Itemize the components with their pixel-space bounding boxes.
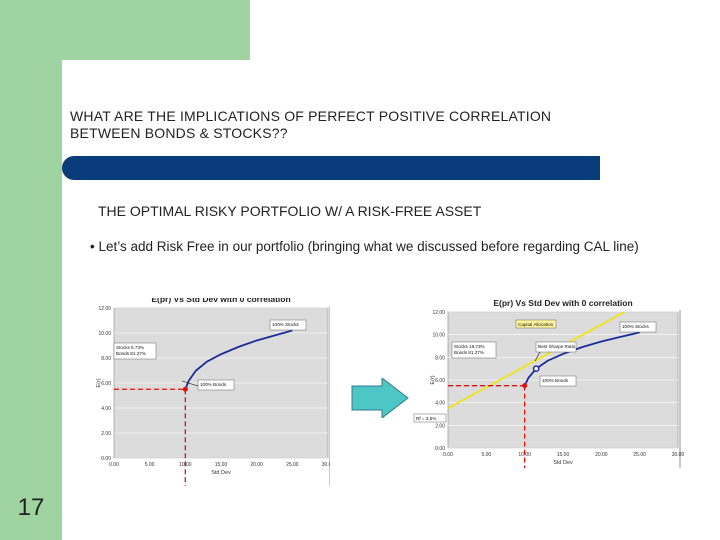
- min-variance-point: [522, 383, 528, 389]
- chart-left: E(pr) Vs Std Dev with 0 correlation 0.00 2…: [80, 294, 334, 488]
- slide-title-line2: BETWEEN BONDS & STOCKS??: [70, 125, 288, 141]
- page-number: 17: [17, 494, 45, 521]
- x-tick-label: 25.00: [633, 452, 646, 458]
- x-tick-label: 20.00: [250, 462, 263, 468]
- bullet-text: Let’s add Risk Free in our portfolio (br…: [98, 239, 639, 254]
- annotation-pointer: [534, 351, 541, 362]
- annotation-box: [539, 375, 577, 387]
- y-tick-label: 0.00: [435, 446, 445, 452]
- y-axis-label: E(r): [96, 378, 102, 387]
- chart-left-svg: E(pr) Vs Std Dev with 0 correlation 0.00 2…: [80, 294, 334, 488]
- cal-line: [447, 311, 625, 410]
- x-tick-label: 15.00: [557, 452, 570, 458]
- title-divider-bar: [62, 156, 600, 180]
- x-tick-label: 20.00: [595, 452, 608, 458]
- annotation-label: Stocks 18.73%: [454, 344, 485, 349]
- x-tick-label: 15.00: [215, 462, 228, 468]
- annotation-box: [451, 341, 497, 359]
- annotation-box: [269, 319, 307, 331]
- y-tick-label: 8.00: [435, 355, 445, 361]
- frontier-line: [184, 329, 293, 390]
- x-tick-label: 0.00: [109, 462, 119, 468]
- y-tick-label: 10.00: [432, 333, 445, 339]
- annotation-box: [515, 319, 557, 329]
- tangency-point: [532, 365, 540, 373]
- annotation-box: [197, 379, 235, 391]
- chart-title: E(pr) Vs Std Dev with 0 correlation: [493, 298, 632, 308]
- green-header-block: [0, 0, 250, 60]
- x-axis-label: Std Dev: [211, 470, 231, 476]
- annotation-label: 100% Stocks: [272, 322, 300, 327]
- annotation-label: 100% Bonds: [200, 382, 227, 387]
- y-tick-label: 0.00: [101, 456, 111, 462]
- annotation-label: 100% Stocks: [622, 324, 650, 329]
- y-tick-label: 6.00: [101, 381, 111, 387]
- annotation-label: Capital Allocation: [518, 322, 554, 327]
- annotation-pointer: [181, 380, 199, 387]
- y-tick-label: 4.00: [435, 401, 445, 407]
- annotation-label: 100% Bonds: [542, 378, 569, 383]
- y-axis-label: E(r): [430, 375, 436, 384]
- annotation-box: [535, 341, 577, 353]
- annotation-box: [413, 413, 447, 423]
- x-tick-label: 5.00: [145, 462, 155, 468]
- y-tick-label: 2.00: [101, 431, 111, 437]
- chart-right-svg: E(pr) Vs Std Dev with 0 correlation 0.00 2…: [410, 298, 684, 476]
- y-tick-label: 12.00: [432, 310, 445, 316]
- annotation-box: [619, 321, 657, 333]
- x-tick-label: 30.00: [672, 452, 684, 458]
- right-arrow-icon: [350, 376, 410, 420]
- min-variance-point: [182, 386, 188, 392]
- bullet-symbol: •: [90, 239, 95, 254]
- x-tick-label: 25.00: [286, 462, 299, 468]
- y-tick-label: 12.00: [98, 306, 111, 312]
- slide-title-line1: WHAT ARE THE IMPLICATIONS OF PERFECT POS…: [70, 108, 552, 124]
- green-sidebar: [0, 60, 62, 540]
- y-tick-label: 8.00: [101, 356, 111, 362]
- y-tick-label: 10.00: [98, 331, 111, 337]
- x-tick-label: 30.00: [322, 462, 330, 468]
- annotation-label: Bonds 81.27%: [116, 351, 146, 356]
- y-tick-label: 2.00: [435, 423, 445, 429]
- y-tick-label: 4.00: [101, 406, 111, 412]
- annotation-label: Rf = 3.5%: [416, 416, 436, 421]
- annotation-label: Best Sharpe Ratio: [538, 344, 576, 349]
- chart-title: E(pr) Vs Std Dev with 0 correlation: [151, 298, 290, 304]
- x-tick-label: 5.00: [481, 452, 491, 458]
- chart-right: E(pr) Vs Std Dev with 0 correlation 0.00 2…: [410, 298, 684, 476]
- x-tick-label: 10.00: [518, 452, 531, 458]
- x-axis-label: Std Dev: [553, 460, 573, 466]
- y-tick-label: 6.00: [435, 378, 445, 384]
- annotation-label: Stocks 6.73%: [116, 345, 144, 350]
- bullet-item: • Let’s add Risk Free in our portfolio (…: [90, 238, 650, 256]
- frontier-line: [523, 331, 640, 387]
- slide-title: WHAT ARE THE IMPLICATIONS OF PERFECT POS…: [70, 108, 630, 142]
- annotation-label: Bonds 81.27%: [454, 350, 484, 355]
- annotation-box: [113, 342, 157, 360]
- slide-subtitle: THE OPTIMAL RISKY PORTFOLIO W/ A RISK-FR…: [98, 203, 482, 219]
- content-corner: [62, 60, 142, 140]
- x-tick-label: 0.00: [443, 452, 453, 458]
